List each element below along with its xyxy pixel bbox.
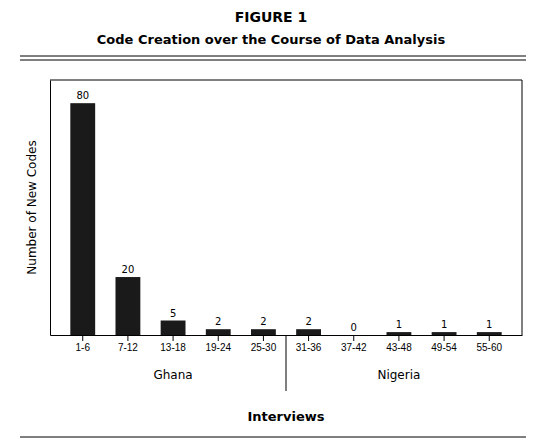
x-tick: 19-24 xyxy=(205,335,231,353)
x-tick-mark xyxy=(173,335,174,341)
data-label: 2 xyxy=(305,316,311,327)
x-tick-label: 19-24 xyxy=(205,342,231,353)
bottom-rule xyxy=(20,437,526,438)
x-tick: 37-42 xyxy=(341,335,367,353)
y-axis xyxy=(50,81,51,336)
bar xyxy=(161,321,186,335)
x-tick-mark xyxy=(489,335,490,341)
x-tick: 43-48 xyxy=(386,335,412,353)
bar xyxy=(341,335,366,336)
bar xyxy=(251,329,276,335)
y-axis-title: Number of New Codes xyxy=(25,140,39,274)
bar xyxy=(477,332,502,335)
x-tick-mark xyxy=(398,335,399,341)
x-tick-mark xyxy=(353,335,354,341)
x-axis-title: Interviews xyxy=(247,409,324,424)
title-rule xyxy=(20,60,526,61)
x-tick-label: 37-42 xyxy=(341,342,367,353)
x-tick: 1-6 xyxy=(76,335,91,353)
bar xyxy=(386,332,411,335)
x-tick-label: 1-6 xyxy=(76,342,91,353)
x-tick-mark xyxy=(82,335,83,341)
x-tick: 25-30 xyxy=(251,335,277,353)
data-label: 0 xyxy=(351,322,357,333)
x-tick-label: 49-54 xyxy=(431,342,457,353)
bar xyxy=(432,332,457,335)
x-tick-label: 13-18 xyxy=(160,342,186,353)
title-rule xyxy=(20,56,526,57)
data-labels: 802052220111 xyxy=(76,90,492,333)
data-label: 2 xyxy=(215,316,221,327)
data-label: 20 xyxy=(122,264,135,275)
x-tick-label: 25-30 xyxy=(251,342,277,353)
group-divider xyxy=(286,335,287,391)
bar xyxy=(115,277,140,335)
x-tick-mark xyxy=(308,335,309,341)
plot-area xyxy=(70,103,501,335)
x-tick-label: 7-12 xyxy=(118,342,138,353)
y-axis-line xyxy=(50,81,51,336)
chart-svg: FIGURE 1 Code Creation over the Course of… xyxy=(0,0,542,447)
data-label: 80 xyxy=(76,90,89,101)
x-tick-mark xyxy=(263,335,264,341)
x-tick: 55-60 xyxy=(476,335,502,353)
x-tick: 7-12 xyxy=(118,335,138,353)
data-label: 2 xyxy=(260,316,266,327)
x-tick: 31-36 xyxy=(296,335,322,353)
plot-frame xyxy=(50,80,522,335)
title: FIGURE 1 xyxy=(235,9,308,25)
data-label: 1 xyxy=(396,319,402,330)
subtitle: Code Creation over the Course of Data An… xyxy=(97,32,446,47)
x-tick-label: 55-60 xyxy=(476,342,502,353)
data-label: 1 xyxy=(486,319,492,330)
x-tick-mark xyxy=(127,335,128,341)
x-tick-label: 31-36 xyxy=(296,342,322,353)
chart-container: FIGURE 1 Code Creation over the Course of… xyxy=(0,0,542,447)
bar xyxy=(296,329,321,335)
data-label: 1 xyxy=(441,319,447,330)
data-label: 5 xyxy=(170,308,176,319)
x-tick: 13-18 xyxy=(160,335,186,353)
bar xyxy=(206,329,231,335)
x-tick-label: 43-48 xyxy=(386,342,412,353)
group-label: Nigeria xyxy=(377,368,420,382)
group-label: Ghana xyxy=(153,368,192,382)
x-tick: 49-54 xyxy=(431,335,457,353)
x-tick-mark xyxy=(444,335,445,341)
x-tick-mark xyxy=(218,335,219,341)
bar xyxy=(70,103,95,335)
